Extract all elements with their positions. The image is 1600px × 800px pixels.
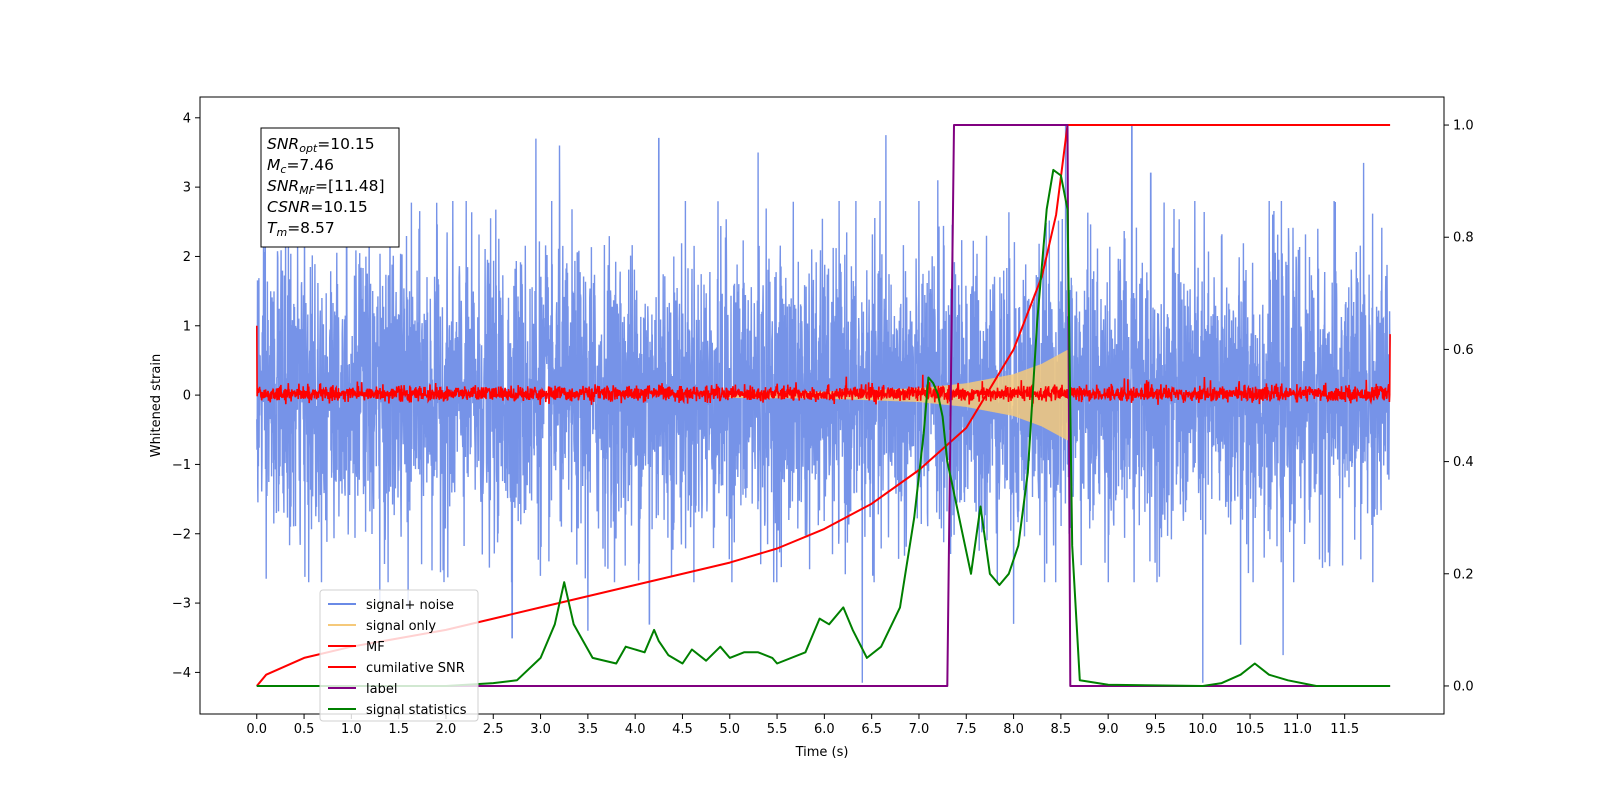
x-tick-label: 7.0 [909,722,930,737]
x-tick-label: 1.0 [341,722,362,737]
y-tick-label: 4 [183,111,191,126]
y2-tick-label: 0.2 [1453,567,1474,582]
annotation-frame [260,127,400,248]
x-tick-label: 11.0 [1283,722,1312,737]
y2-tick-label: 0.0 [1453,679,1474,694]
y-tick-label: −3 [172,597,191,612]
axes-frame [199,96,1445,715]
series-signal-noise-line [256,124,1391,683]
stats-annotation-box: SNRopt=10.15Mc=7.46SNRMF=[11.48]CSNR=10.… [260,127,400,248]
x-tick-label: 6.5 [861,722,882,737]
x-tick-label: 9.5 [1145,722,1166,737]
x-tick-label: 5.0 [719,722,740,737]
y-tick-label: 3 [183,181,191,196]
x-tick-label: 5.5 [767,722,788,737]
y-tick-label: −2 [172,527,191,542]
axes: 0.0 0.5 1.0 1.5 2.0 2.5 3.0 3.5 4.0 4.5 5.0 5.5 6.0 6… [149,96,1474,760]
y2-tick-label: 0.8 [1453,231,1474,246]
legend-item-label: label [366,682,397,697]
x-tick-label: 1.5 [388,722,409,737]
legend-item-label: signal+ noise [366,598,454,613]
x-tick-label: 0.0 [246,722,267,737]
x-tick-label: 3.0 [530,722,551,737]
y2-tick-label: 0.4 [1453,455,1474,470]
x-tick-label: 0.5 [294,722,315,737]
legend-item-label: signal statistics [366,703,467,718]
y-axis-label: Whitened strain [149,354,164,457]
series-mf-line [256,325,1391,407]
x-tick-label: 8.5 [1051,722,1072,737]
legend-item-label: cumilative SNR [366,661,465,676]
y2-tick-label: 0.6 [1453,343,1474,358]
x-tick-label: 6.0 [814,722,835,737]
x-tick-label: 9.0 [1098,722,1119,737]
x-tick-label: 2.5 [483,722,504,737]
x-tick-label: 10.5 [1236,722,1265,737]
x-tick-label: 7.5 [956,722,977,737]
annotation-line: SNRMF=[11.48] [267,177,385,197]
x-tick-label: 3.5 [578,722,599,737]
series-label-line [256,124,1391,687]
y-tick-label: 2 [183,250,191,265]
x-tick-label: 4.5 [672,722,693,737]
annotation-line: Mc=7.46 [267,156,334,176]
x-axis-label: Time (s) [795,745,849,760]
x-tick-label: 10.0 [1188,722,1217,737]
annotation-line: SNRopt=10.15 [267,135,375,155]
legend-item-label: signal only [366,619,436,634]
x-tick-label: 4.0 [625,722,646,737]
y-tick-label: 1 [183,319,191,334]
x-tick-label: 8.0 [1003,722,1024,737]
legend-item-label: MF [366,640,385,655]
legend: signal+ noise signal only MF cumilative SNR… [319,589,479,722]
legend-frame [319,589,479,722]
y2-tick-label: 1.0 [1453,119,1474,134]
y-tick-label: 0 [183,389,191,404]
annotation-line: Tm=8.57 [267,219,335,239]
series-signal-statistics-line [256,168,1391,687]
x-tick-label: 11.5 [1330,722,1359,737]
y-tick-label: −4 [172,666,191,681]
x-tick-label: 2.0 [436,722,457,737]
annotation-line: CSNR=10.15 [267,198,368,216]
y-tick-label: −1 [172,458,191,473]
